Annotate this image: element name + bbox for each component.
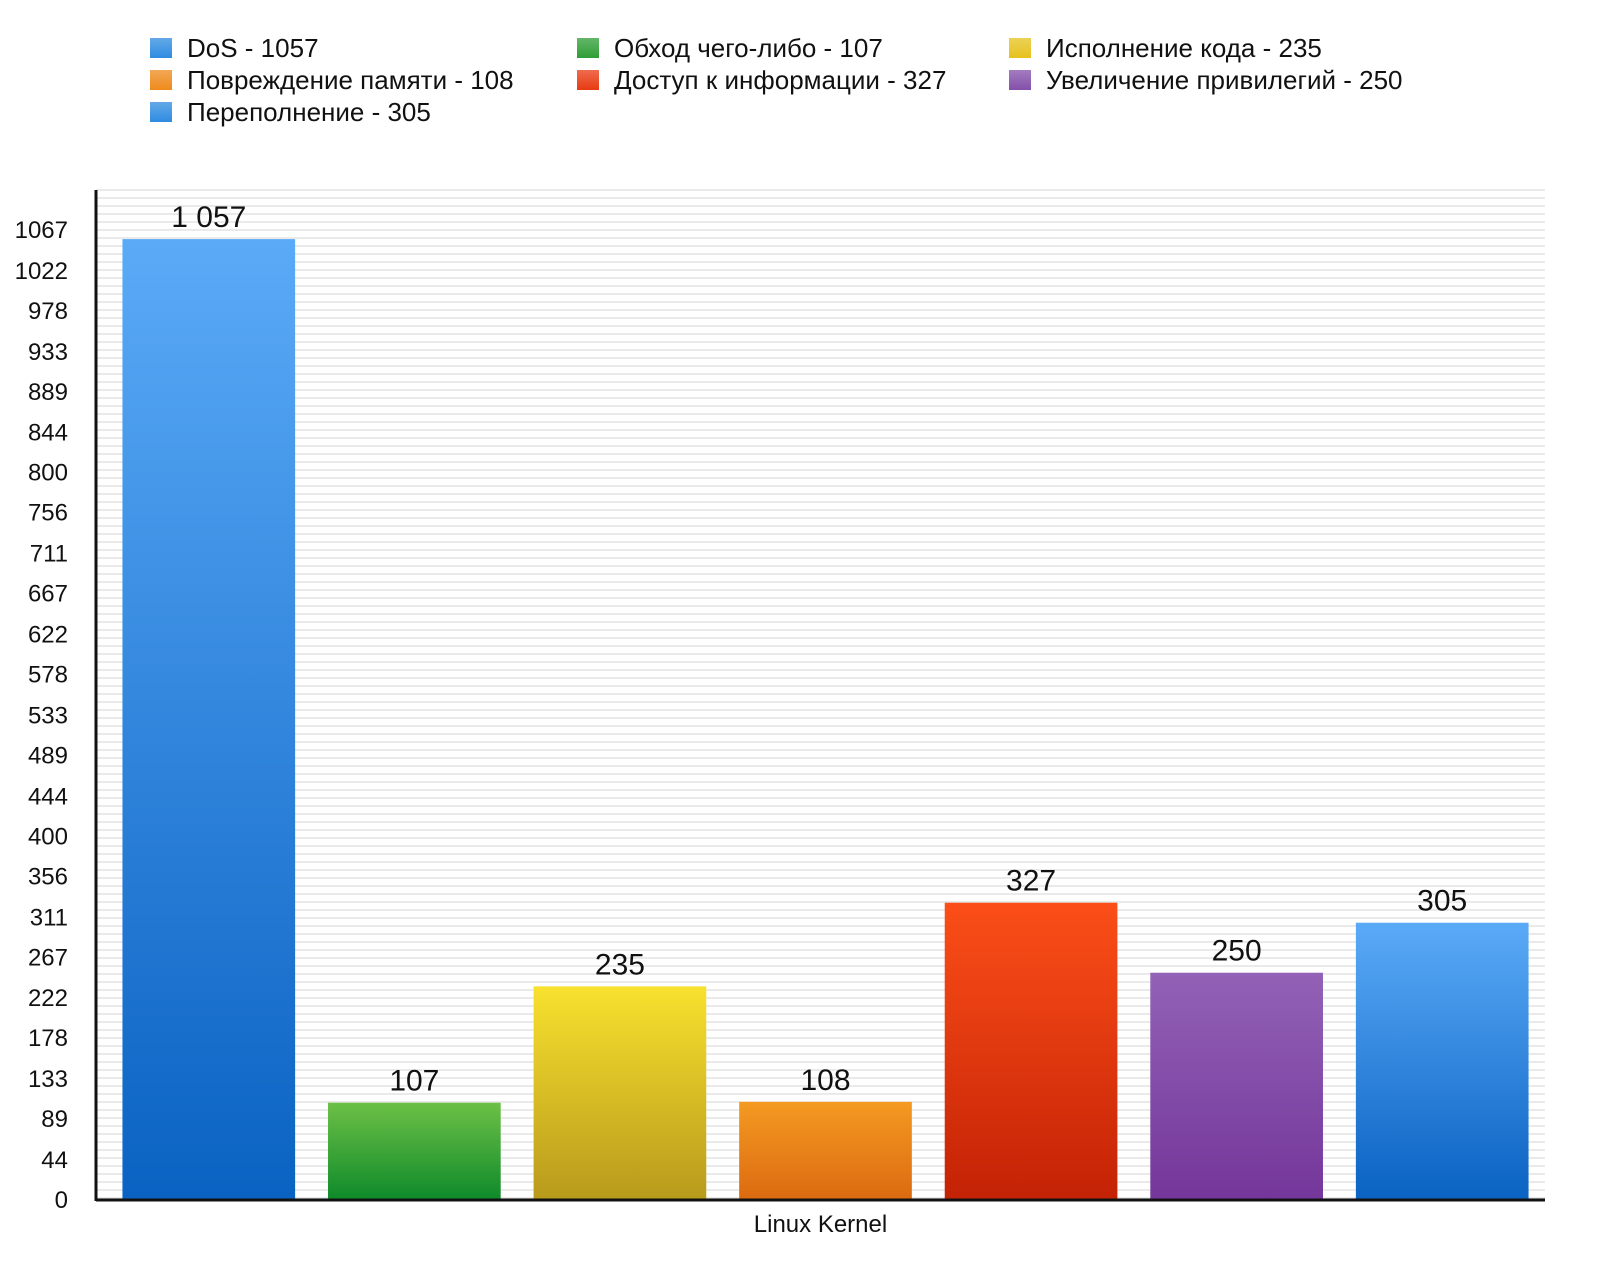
legend-swatch (1009, 70, 1031, 90)
bar-value-label: 107 (389, 1065, 439, 1098)
bar (1355, 922, 1529, 1200)
y-tick-label: 222 (28, 985, 68, 1012)
y-tick-label: 89 (41, 1106, 68, 1133)
legend-label: Переполнение - 305 (187, 97, 431, 127)
y-tick-label: 267 (28, 944, 68, 971)
legend-label: DoS - 1057 (187, 33, 319, 63)
bars (122, 239, 1529, 1200)
bar (122, 239, 296, 1200)
y-tick-label: 622 (28, 622, 68, 649)
y-tick-label: 1067 (15, 217, 68, 244)
y-tick-label: 0 (55, 1187, 68, 1214)
y-tick-label: 711 (30, 541, 68, 568)
legend-swatch (577, 38, 599, 58)
grid (96, 189, 1545, 1199)
bar-value-label: 327 (1006, 865, 1056, 898)
axes (94, 190, 1545, 1202)
legend: DoS - 1057 Обход чего-либо - 107 Исполнени… (150, 33, 1402, 127)
legend-label: Увеличение привилегий - 250 (1046, 65, 1402, 95)
bar-value-label: 305 (1417, 885, 1467, 918)
y-tick-label: 178 (28, 1025, 68, 1052)
bar-value-label: 235 (595, 948, 645, 981)
legend-swatch (150, 102, 172, 122)
y-tick-label: 933 (28, 339, 68, 366)
legend-swatch (150, 38, 172, 58)
y-tick-label: 356 (28, 863, 68, 890)
y-tick-label: 1022 (15, 258, 68, 285)
legend-swatch (150, 70, 172, 90)
y-tick-label: 444 (28, 783, 68, 810)
y-tick-label: 667 (28, 581, 68, 608)
y-tick-label: 311 (30, 904, 68, 931)
y-tick-label: 578 (28, 662, 68, 689)
y-tick-label: 44 (41, 1147, 68, 1174)
y-tick-label: 889 (28, 379, 68, 406)
legend-label: Доступ к информации - 327 (614, 65, 946, 95)
y-tick-label: 533 (28, 702, 68, 729)
legend-swatch (1009, 38, 1031, 58)
bar (328, 1102, 501, 1200)
bar-value-label: 1 057 (171, 201, 246, 234)
y-axis-ticks: 0 44 89 133 178 222 267 311 356 400 444 489 533 578 62… (15, 217, 68, 1214)
legend-label: Повреждение памяти - 108 (187, 65, 514, 95)
bar (944, 902, 1118, 1200)
bar (533, 986, 707, 1200)
y-tick-label: 756 (28, 500, 68, 527)
y-tick-label: 800 (28, 460, 68, 487)
legend-label: Исполнение кода - 235 (1046, 33, 1322, 63)
legend-label: Обход чего-либо - 107 (614, 33, 883, 63)
bar (739, 1101, 912, 1200)
bar (1150, 972, 1323, 1200)
y-tick-label: 844 (28, 420, 68, 447)
y-tick-label: 400 (28, 823, 68, 850)
y-tick-label: 489 (28, 742, 68, 769)
bar-value-label: 250 (1212, 935, 1262, 968)
legend-swatch (577, 70, 599, 90)
y-tick-label: 978 (28, 298, 68, 325)
y-tick-label: 133 (28, 1066, 68, 1093)
value-labels: 1 057 107 235 108 327 250 305 (171, 201, 1467, 1098)
x-axis-label: Linux Kernel (754, 1211, 887, 1238)
bar-value-label: 108 (800, 1064, 850, 1097)
